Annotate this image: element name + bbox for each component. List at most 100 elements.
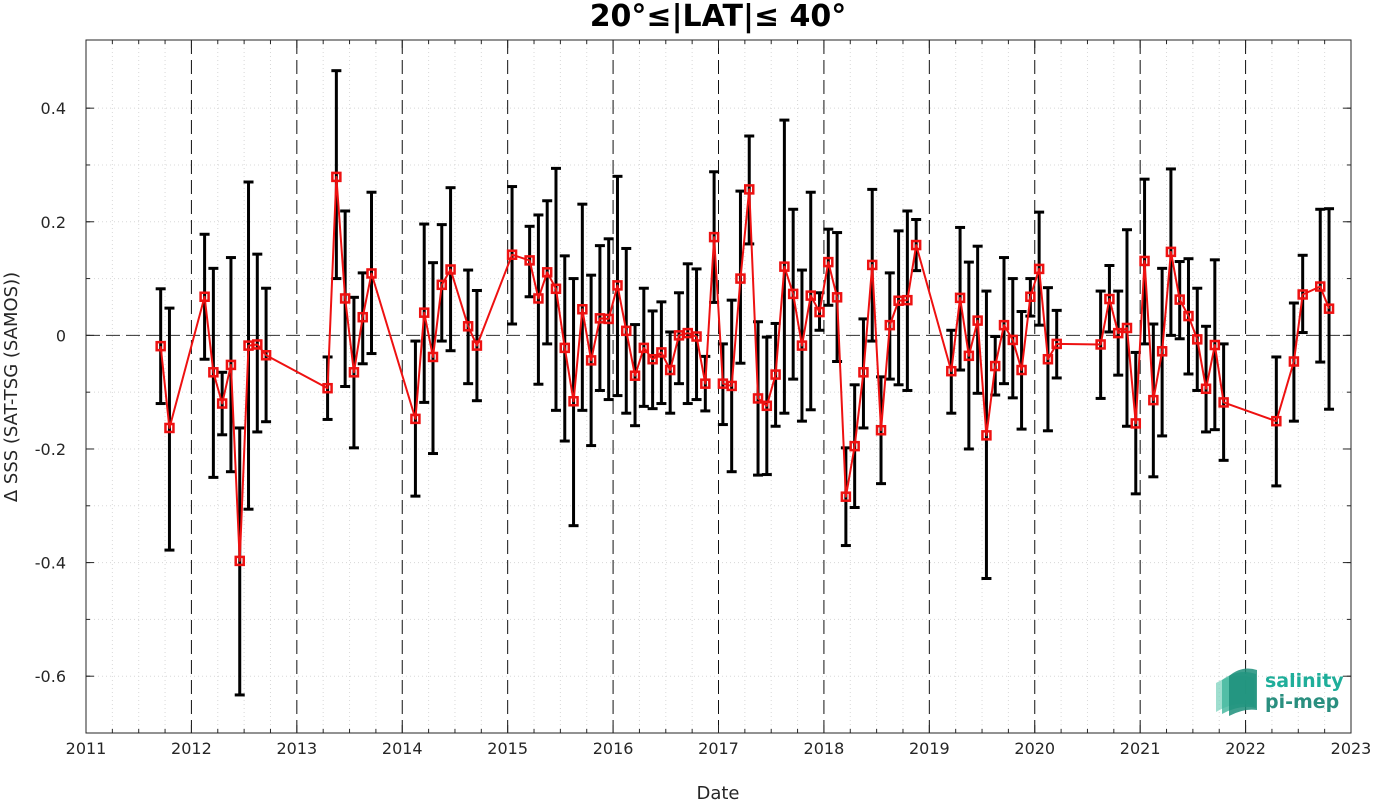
data-point [1209,339,1221,351]
x-tick-label: 2021 [1120,739,1161,758]
data-point [1051,338,1062,350]
data-point [1183,310,1194,322]
x-tick-label: 2016 [593,739,634,758]
data-point [577,303,588,315]
data-point [1130,418,1142,429]
data-point [902,294,913,306]
data-point [770,369,781,380]
data-point [260,350,272,361]
x-tick-label: 2013 [276,739,317,758]
tick-layer: 2011 2012 2013 2014 2015 2016 2017 2018 2019 2020… [35,40,1371,758]
data-point [954,292,966,304]
data-point [1016,364,1027,376]
data-point [1007,334,1019,346]
data-point [1139,255,1150,267]
data-layer [155,69,1335,697]
data-point [410,413,421,425]
data-point [656,347,667,358]
data-point [1156,346,1168,357]
data-point [629,370,641,381]
y-axis-label: Δ SSS (SAT-TSG (SAMOS)) [1,272,22,502]
x-tick-label: 2017 [698,739,739,758]
data-point [1095,339,1106,350]
data-point [1271,415,1282,427]
data-point [761,400,773,412]
data-point [462,321,474,332]
data-point [471,340,483,351]
data-point [533,293,544,304]
data-point [946,365,957,377]
data-point [963,350,975,362]
data-point [155,340,166,352]
data-point [972,315,983,326]
data-point [568,396,579,407]
data-point [638,342,650,354]
data-point [691,331,702,342]
data-point [1288,356,1300,367]
data-point [1165,246,1177,258]
data-point [1315,281,1326,292]
data-point [550,283,562,295]
data-point [840,491,852,502]
wave-logo-icon [1216,668,1257,716]
data-point [234,555,245,567]
data-point [752,393,764,404]
y-tick-label: 0.4 [41,99,66,118]
data-point [225,359,237,371]
y-tick-label: 0.2 [41,213,66,232]
data-point [779,261,790,272]
data-point [1297,289,1308,300]
salinity-pi-mep-logo: salinity pi-mep [1216,668,1344,716]
y-tick-label: -0.2 [35,440,66,459]
data-point [612,280,623,291]
data-point [1104,293,1115,305]
data-point [199,291,210,303]
data-point [541,267,553,278]
data-point [1121,322,1133,334]
data-point [585,355,597,366]
x-tick-label: 2015 [487,739,528,758]
data-point [216,398,228,409]
data-point [164,422,175,434]
x-tick-label: 2020 [1014,739,1055,758]
data-point [700,378,711,389]
data-point [1218,397,1229,408]
data-point [796,340,808,351]
x-tick-label: 2019 [909,739,950,758]
data-point [664,364,676,376]
data-point [858,367,869,378]
x-tick-label: 2014 [382,739,423,758]
x-tick-label: 2018 [804,739,845,758]
data-point [366,268,377,279]
x-axis-label: Date [696,783,739,801]
data-point [875,424,887,436]
data-point [831,292,843,303]
data-point [1323,303,1335,314]
data-point [621,325,632,337]
data-point [1192,334,1203,345]
data-point [998,319,1010,331]
data-point [418,307,430,318]
data-point [814,306,825,318]
data-point [436,279,448,291]
data-point [805,290,816,301]
x-tick-label: 2022 [1225,739,1266,758]
data-point [849,440,860,452]
data-point [339,293,351,304]
data-point [1174,294,1185,305]
data-point [735,273,746,284]
x-tick-label: 2011 [66,739,107,758]
data-point [787,288,799,300]
data-point [559,342,571,354]
data-point [1200,383,1212,395]
data-point [252,339,263,350]
y-tick-label: 0 [56,326,66,345]
data-point [427,351,439,363]
data-point [524,255,535,266]
data-point [603,313,614,325]
data-point [1033,263,1045,275]
y-tick-label: -0.4 [35,554,66,573]
data-point [884,319,896,331]
data-point [823,256,834,268]
